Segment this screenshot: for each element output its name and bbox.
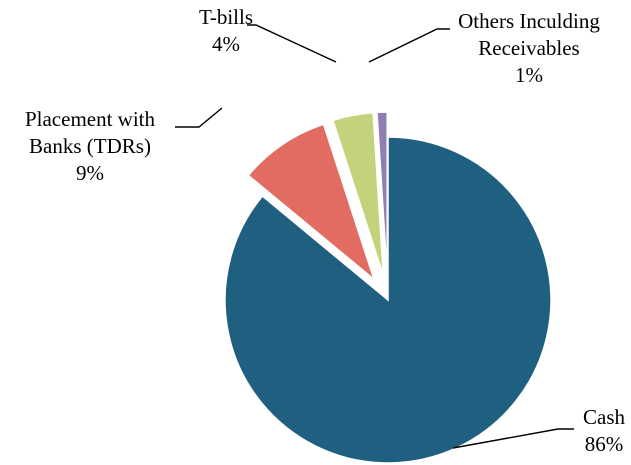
slice-name-label: Banks (TDRs) <box>29 134 151 158</box>
slice-percent-label: 4% <box>212 32 240 56</box>
slice-labels: Cash 86% Placement with Banks (TDRs) 9% T-bil… <box>25 5 626 456</box>
slice-name-label: T-bills <box>199 5 253 29</box>
slice-name-label: Placement with <box>25 107 156 131</box>
leader-line <box>247 24 337 63</box>
leader-line <box>452 428 574 449</box>
slice-percent-label: 1% <box>515 63 543 87</box>
slice-percent-label: 86% <box>585 432 624 456</box>
leader-line <box>175 107 223 128</box>
slice-percent-label: 9% <box>76 161 104 185</box>
slice-name-label: Others Inculding <box>458 9 600 33</box>
slice-label: Cash 86% <box>583 405 626 456</box>
pie-slice-placement-with-banks-tdrs <box>247 123 376 282</box>
pie-slices <box>224 111 552 464</box>
slice-name-label: Cash <box>583 405 626 429</box>
pie-slice-t-bills <box>332 111 385 276</box>
leader-line <box>368 28 450 63</box>
slice-name-label: Receivables <box>478 36 579 60</box>
slice-label: T-bills 4% <box>199 5 253 56</box>
leader-lines <box>175 24 574 449</box>
slice-label: Placement with Banks (TDRs) 9% <box>25 107 156 185</box>
slice-label: Others Inculding Receivables 1% <box>458 9 600 87</box>
pie-slice-others-inculding-receivables <box>376 111 388 276</box>
